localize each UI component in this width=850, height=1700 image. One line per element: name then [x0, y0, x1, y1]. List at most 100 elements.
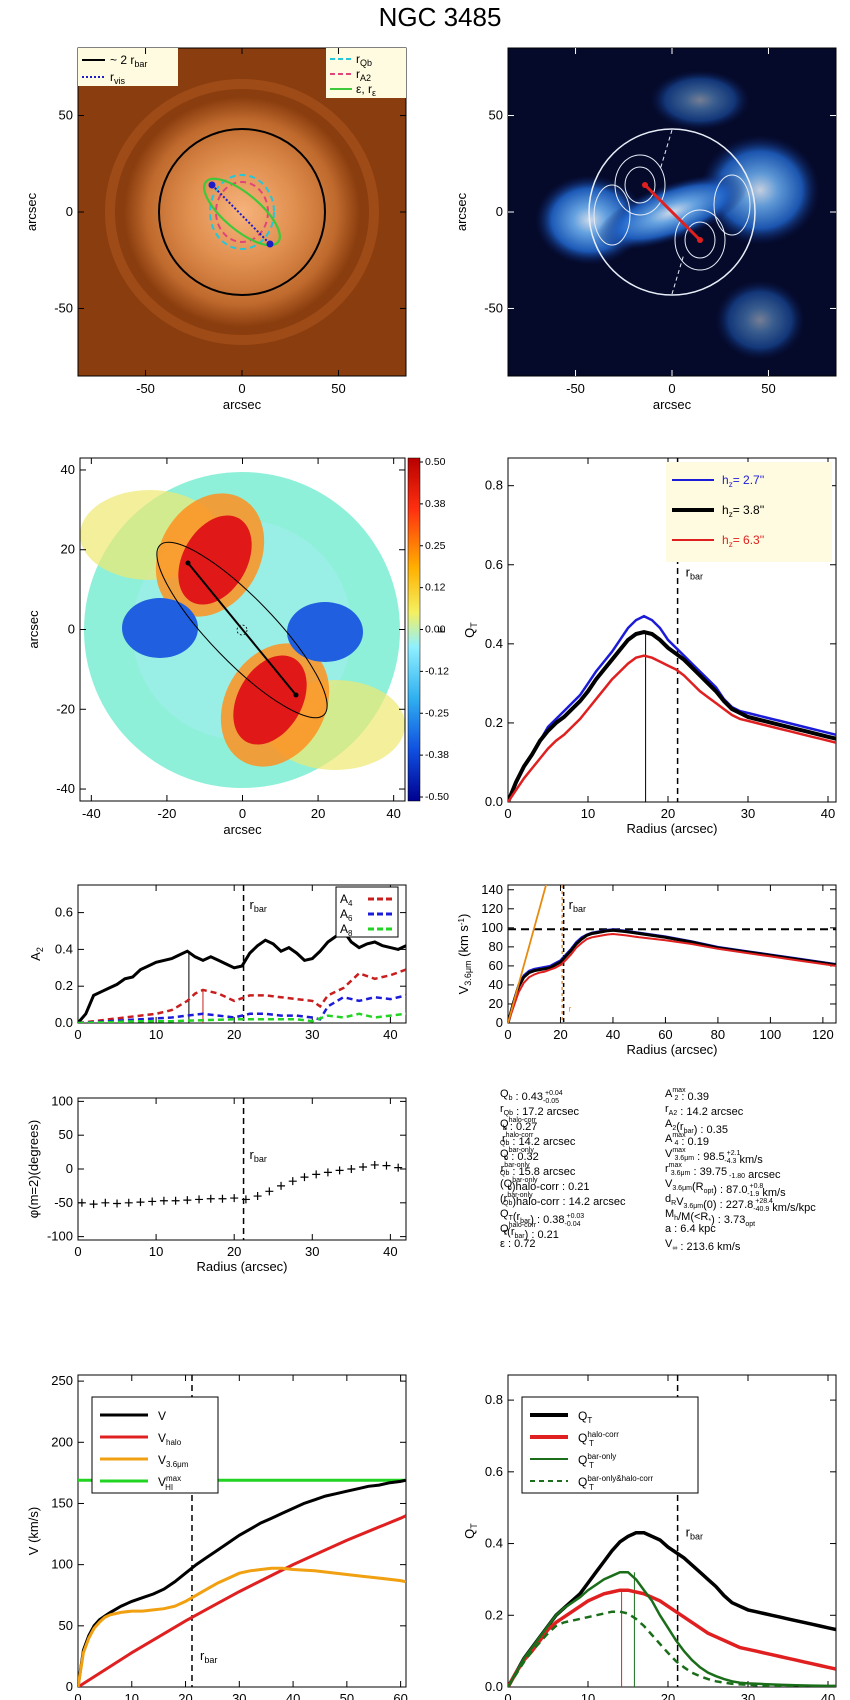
param-sub: T	[509, 1215, 514, 1222]
parameter-row: (Qbar-only b)halo-corr : 0.21	[500, 1177, 589, 1193]
param-value: )	[512, 1181, 516, 1193]
y-tick-label: 0.4	[55, 941, 73, 956]
param-sub: Qb	[500, 1140, 509, 1147]
contours	[593, 129, 751, 295]
param-sub2: opt	[704, 1188, 714, 1195]
y-tick-label: 0	[68, 622, 75, 637]
data-point	[171, 1196, 180, 1205]
legend-v: V	[158, 1475, 166, 1489]
legend-box	[91, 1396, 219, 1494]
y-tick-label: 0	[66, 1161, 73, 1176]
param-value: /M	[678, 1211, 690, 1223]
panel-ratio-map: 0.50 0.38 0.25 0.12 0.00 -0.12 -0.25 -0.38 -0.50…	[26, 456, 449, 837]
param-label: A	[665, 1133, 673, 1145]
y-axis-label: A2	[28, 947, 45, 961]
x-tick-label: 0	[74, 1027, 81, 1042]
legend-sub: 4	[348, 899, 353, 908]
y-tick-label: 0	[66, 204, 73, 219]
parameter-row: rhalo-corr Qb : 14.2 arcsec	[500, 1132, 576, 1148]
param-err2-up: +28.4	[753, 1198, 773, 1205]
parameter-row: Amax 4 : 0.19	[665, 1132, 709, 1148]
x-axis-label: arcsec	[653, 397, 692, 412]
legend-text-2rbar: ~ 2 rbar	[110, 53, 147, 69]
param-value: : 14.2 arcsec	[677, 1106, 744, 1118]
rvis-line	[211, 184, 271, 245]
legend-v: V	[158, 1431, 166, 1445]
y-tick-label: 50	[59, 108, 73, 123]
legend-v: V	[158, 1409, 166, 1423]
series-line	[508, 614, 836, 802]
data-point	[183, 1196, 192, 1205]
x-tick-label: 0	[504, 1027, 511, 1042]
param-sup: max	[672, 1147, 686, 1154]
parameter-row: rbar-only Qb : 15.8 arcsec	[500, 1162, 576, 1178]
panel-top-left: ~ 2 rbar rvis rQb rA2 ε, rε -50 0 50 -50 0 50…	[24, 47, 407, 412]
data-point	[218, 1194, 227, 1203]
parameter-row: ε : 0.72	[500, 1238, 535, 1250]
y-tick-label: 20	[61, 542, 75, 557]
legend-a: A	[340, 907, 348, 921]
legend-label: V	[158, 1409, 166, 1423]
rbar-main: r	[686, 1524, 691, 1539]
data-point	[241, 1195, 250, 1204]
param-sup: halo-corr	[509, 1222, 537, 1229]
map-bar-line	[187, 562, 297, 696]
x-tick-label: 40	[821, 1691, 835, 1700]
parameter-row: Qhalo-corr T(rbar) : 0.21	[500, 1222, 559, 1241]
y-tick-label: 0.0	[485, 794, 503, 809]
param-value: )	[512, 1196, 516, 1208]
rbar-label: rbar	[569, 897, 586, 914]
x-axis-label: arcsec	[223, 397, 262, 412]
parameter-row: Amax 2 : 0.39	[665, 1087, 709, 1103]
map-bar-end-b	[293, 692, 299, 698]
param-sub: 4	[674, 1140, 678, 1147]
y-tick-label: 200	[51, 1434, 73, 1449]
param-value: : 39.75	[690, 1166, 727, 1178]
legend-label: Vhalo	[158, 1431, 182, 1447]
x-tick-label: 0	[74, 1244, 81, 1259]
data-point	[335, 1166, 344, 1175]
orange-annotation: r	[569, 1005, 572, 1014]
y-tick-label: 0	[66, 1679, 73, 1694]
rbar-sub: bar	[254, 904, 267, 914]
param-value: : 98.5	[694, 1151, 725, 1163]
param-tail2: km/s	[759, 1187, 786, 1199]
parameter-row: (rbar-only Qb)halo-corr : 14.2 arcsec	[500, 1192, 626, 1208]
series-line	[508, 654, 836, 802]
data-point	[359, 1162, 368, 1171]
series-line	[508, 1588, 836, 1687]
param-err-down: -4.3	[722, 1158, 736, 1165]
y-tick-label: 100	[51, 1557, 73, 1572]
data-point	[136, 1198, 145, 1207]
param-label: r	[500, 1103, 504, 1115]
x-tick-label: 40	[286, 1691, 300, 1700]
param-value: : 14.2 arcsec	[509, 1136, 576, 1148]
x-tick-label: -50	[136, 381, 155, 396]
legend-h: h	[722, 473, 729, 487]
bar-axis	[643, 183, 702, 242]
series-line	[508, 932, 836, 1023]
param-sub2: 3.6μm	[684, 1203, 704, 1210]
param-sup: max	[672, 1087, 686, 1094]
x-tick-label: 10	[149, 1244, 163, 1259]
legend-sub: T	[587, 1416, 592, 1425]
figure-title: NGC 3485	[379, 2, 502, 32]
x-axis-label: Radius (arcsec)	[196, 1259, 287, 1274]
parameter-row: A2(rbar) : 0.35	[665, 1118, 728, 1136]
data-point	[206, 1194, 215, 1203]
param-err-down: -0.05	[541, 1098, 559, 1105]
y-tick-label: 140	[481, 882, 503, 897]
parameter-row: dRV3.6μm(0) : 227.8 +28.4 -40.9 km/s/kpc	[665, 1193, 816, 1214]
data-point	[323, 1168, 332, 1177]
param-sub: ∞	[672, 1245, 677, 1252]
param-sup: halo-corr	[509, 1117, 537, 1124]
param-err2-up: +0.8	[748, 1183, 764, 1190]
map-center	[236, 624, 248, 636]
param-sub: T	[503, 1230, 508, 1237]
y-label-sub: T	[469, 622, 479, 628]
x-tick-label: 40	[383, 1244, 397, 1259]
legend-sup: bar-only	[587, 1452, 616, 1461]
param-sup: halo-corr	[506, 1132, 534, 1139]
x-tick-label: 20	[311, 806, 325, 821]
